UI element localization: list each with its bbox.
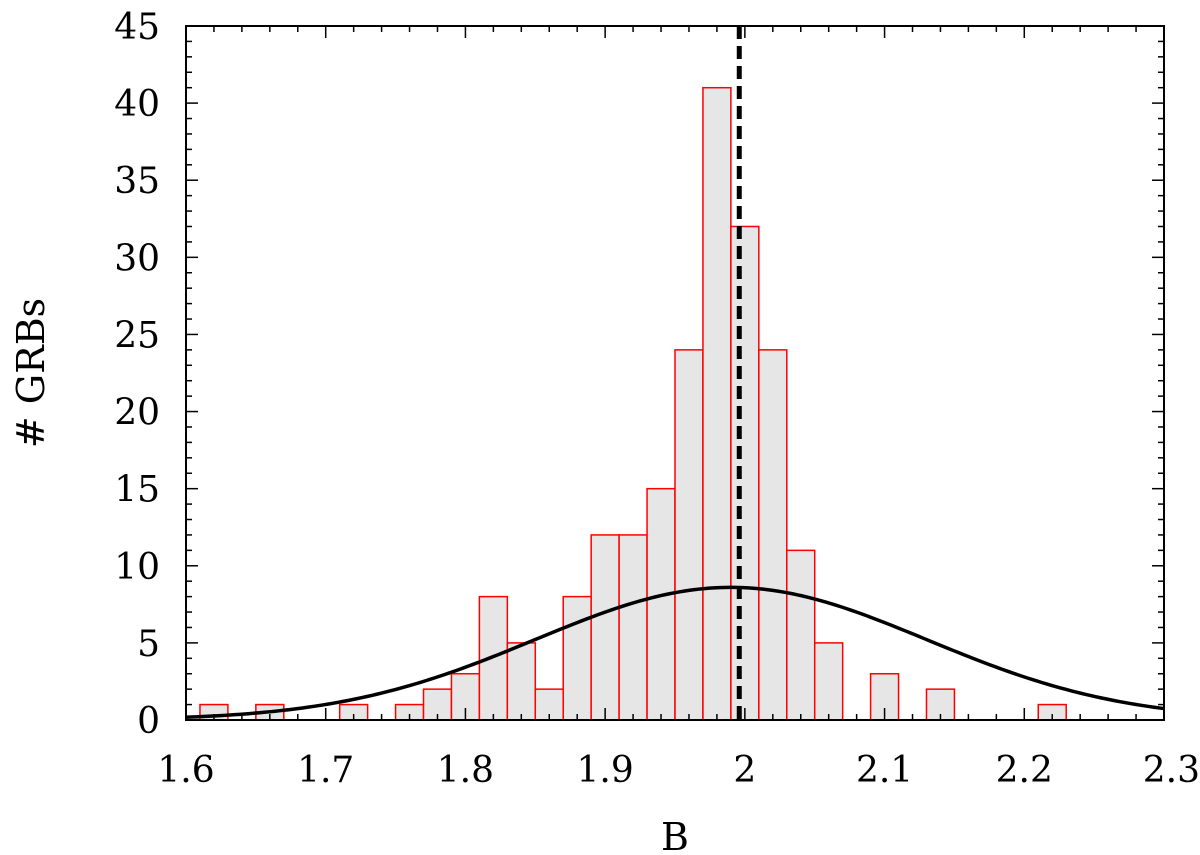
x-tick-labels: 1.6 1.7 1.8 1.9 2 2.1 2.2 2.3 — [157, 750, 1200, 791]
y-tick-labels: 0 5 10 15 20 25 30 35 40 45 — [114, 7, 160, 742]
y-tick-label: 10 — [114, 547, 160, 588]
histogram-bar — [730, 225, 760, 721]
x-tick-label: 2 — [733, 750, 756, 791]
y-tick-label: 35 — [114, 161, 160, 202]
histogram-bar — [618, 534, 648, 721]
histogram-bar — [758, 349, 788, 721]
x-tick-label: 2.3 — [1143, 750, 1200, 791]
histogram-bar — [674, 349, 704, 721]
y-tick-label: 20 — [114, 393, 160, 434]
x-axis-label: B — [661, 815, 689, 855]
y-tick-label: 30 — [114, 238, 160, 279]
histogram-bar — [590, 534, 620, 721]
histogram-bar — [562, 595, 592, 721]
gaussian-fit-curve — [185, 585, 1165, 720]
plot-frame — [185, 25, 1165, 721]
histogram-bars — [199, 86, 1067, 721]
x-tick-label: 1.9 — [577, 750, 634, 791]
y-tick-label: 15 — [114, 470, 160, 511]
histogram-bar — [702, 86, 732, 721]
y-tick-label: 5 — [137, 624, 160, 665]
x-tick-label: 2.1 — [856, 750, 913, 791]
histogram-bar — [786, 549, 816, 721]
x-tick-label: 1.6 — [157, 750, 214, 791]
x-tick-label: 1.8 — [437, 750, 494, 791]
y-axis-label: # GRBs — [9, 298, 53, 448]
histogram-bar — [646, 487, 676, 721]
histogram-bar — [506, 642, 537, 721]
y-tick-label: 45 — [114, 7, 160, 48]
x-tick-label: 1.7 — [297, 750, 354, 791]
x-tick-label: 2.2 — [996, 750, 1053, 791]
y-tick-label: 40 — [114, 84, 160, 125]
y-tick-label: 25 — [114, 315, 160, 356]
y-tick-label: 0 — [137, 701, 160, 742]
histogram-bar — [813, 642, 844, 721]
